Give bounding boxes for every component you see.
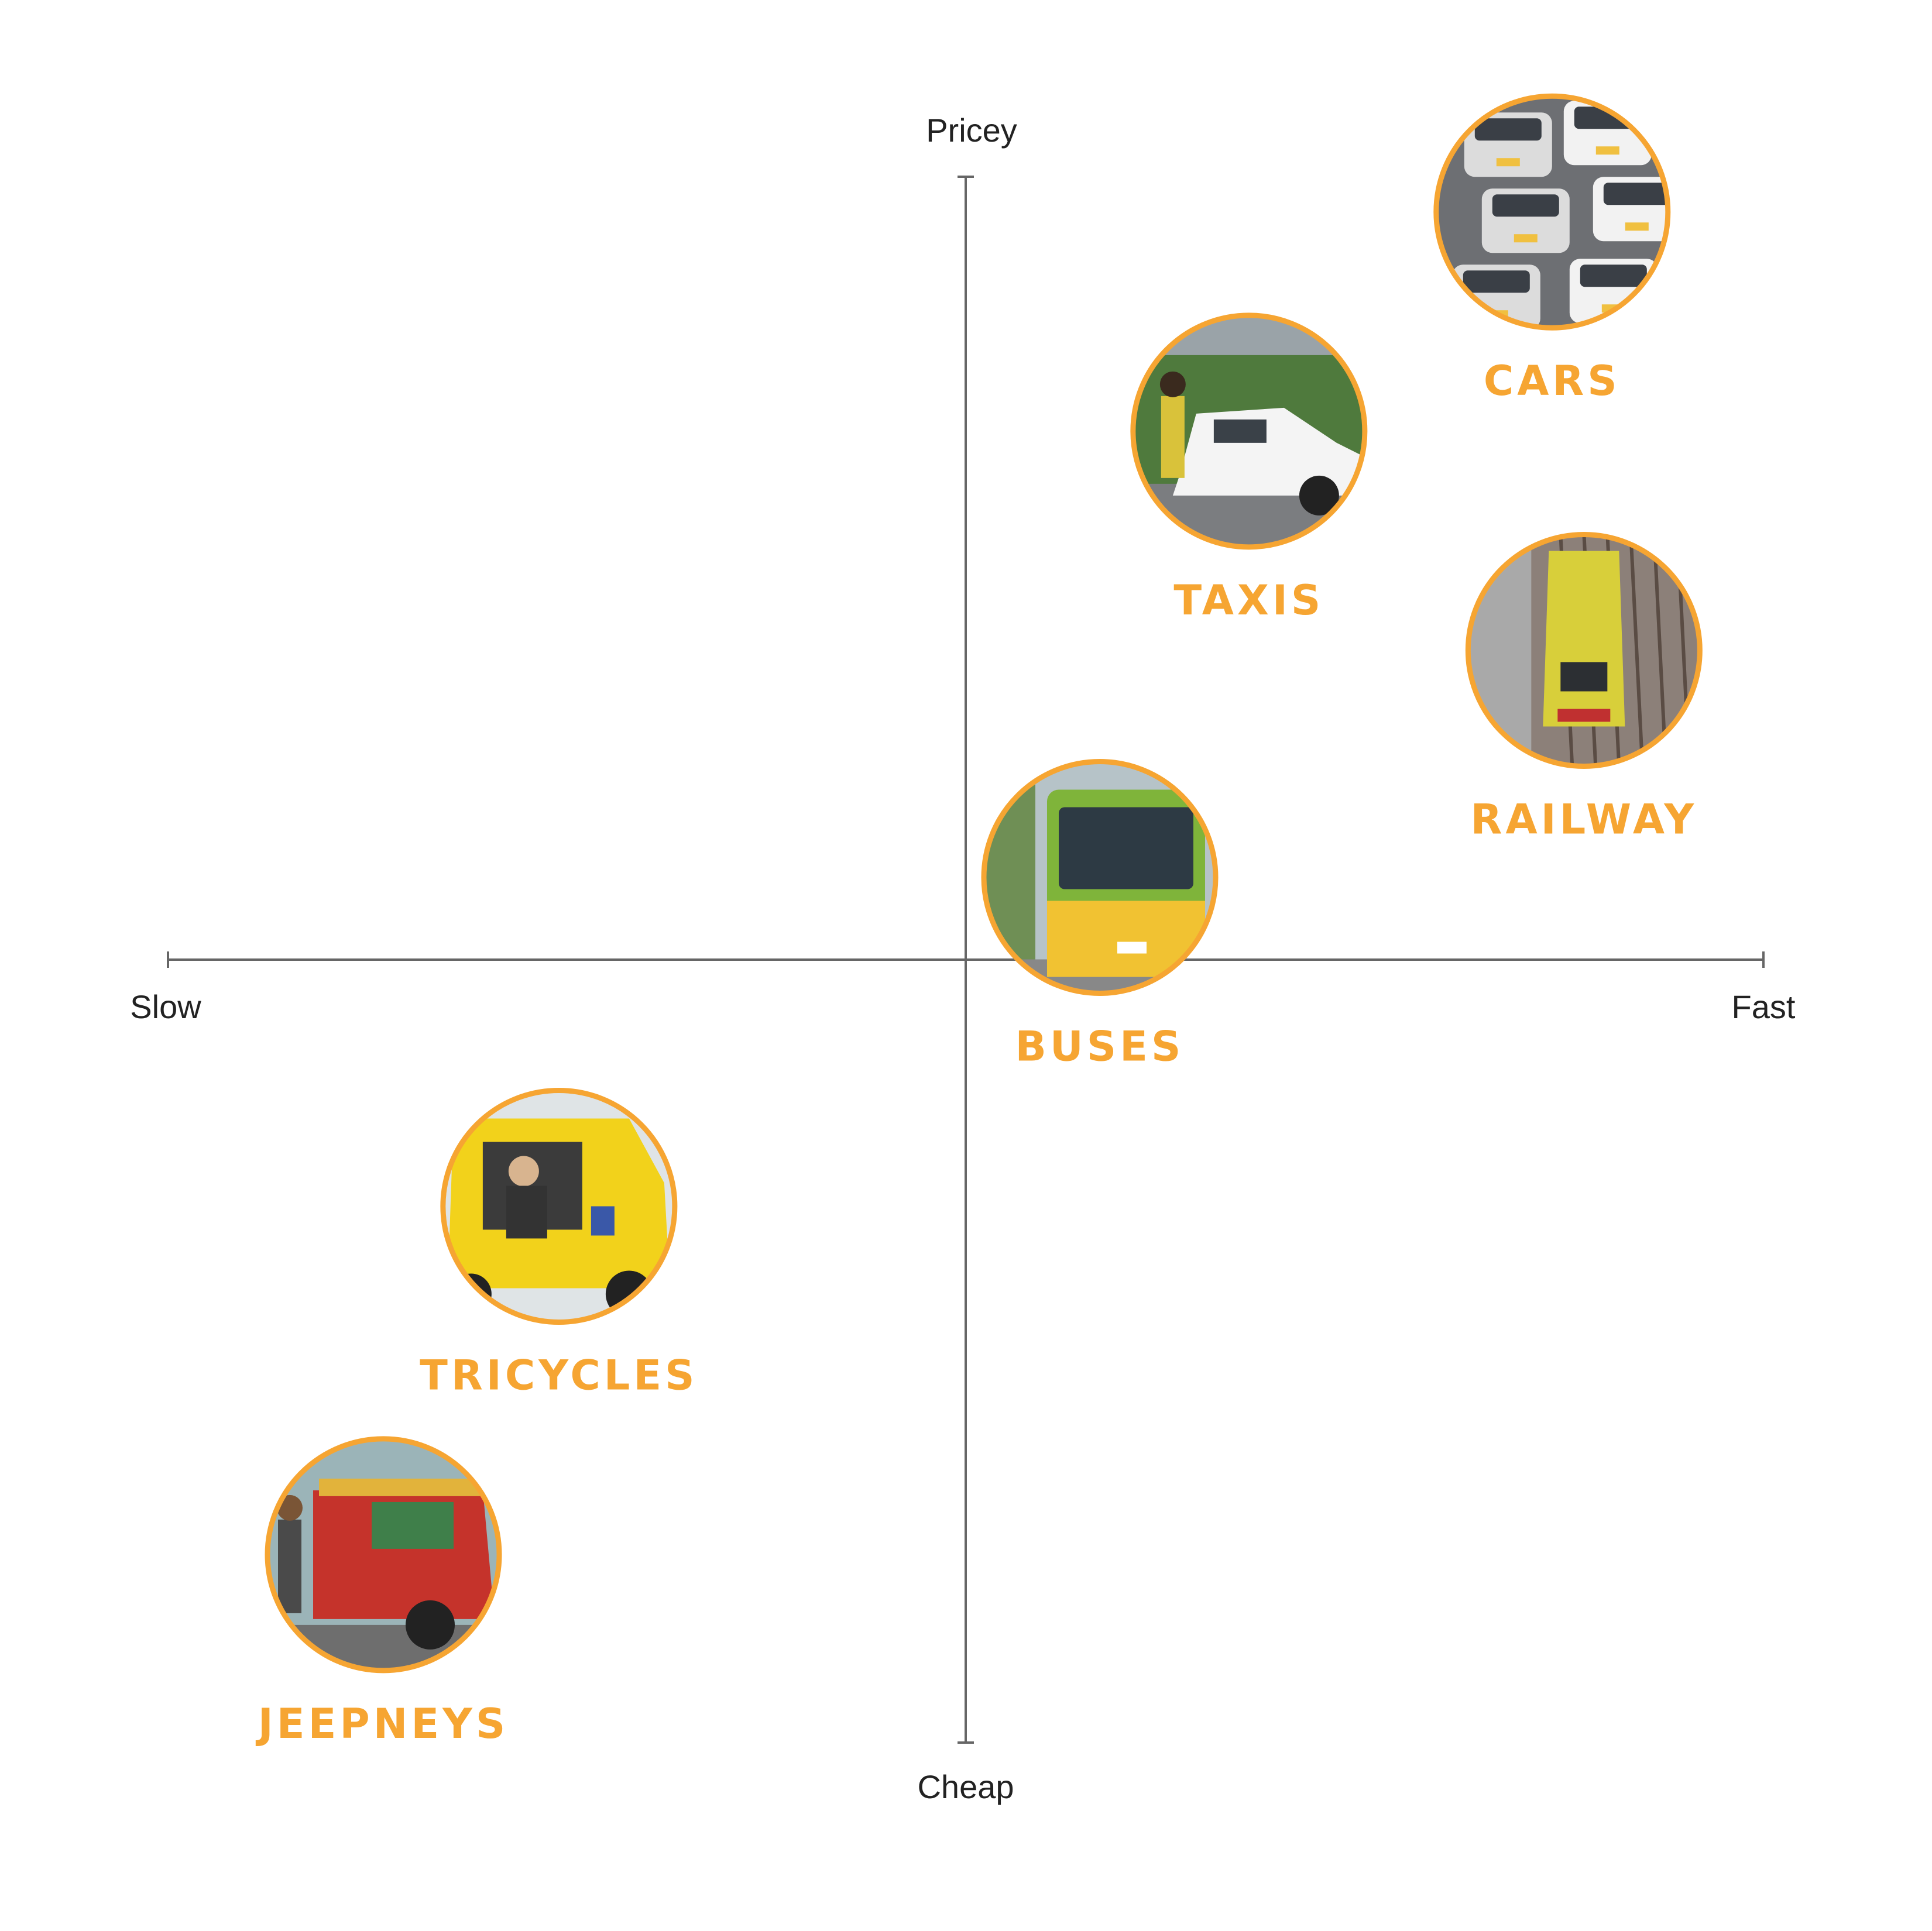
cars-photo-icon: [1433, 93, 1671, 331]
train-photo-icon: [1465, 531, 1703, 769]
point-label: BUSES: [1015, 1023, 1185, 1071]
point-railway: RAILWAY: [1465, 531, 1703, 843]
point-cars: CARS: [1433, 93, 1671, 405]
point-jeepneys: JEEPNEYS: [256, 1436, 509, 1748]
axis-label-pricey: Pricey: [926, 112, 1017, 149]
tricycle-photo-icon: [440, 1087, 678, 1325]
axis-label-cheap: Cheap: [917, 1768, 1014, 1805]
point-buses: BUSES: [981, 759, 1219, 1071]
axis-label-fast: Fast: [1732, 988, 1796, 1025]
point-label: RAILWAY: [1471, 795, 1698, 843]
point-taxis: TAXIS: [1130, 312, 1368, 624]
points-layer: CARS TAXIS RAILWAY BUSES TRICYCLES JEEPNEYS: [256, 93, 1703, 1748]
axis-label-slow: Slow: [130, 988, 201, 1025]
taxi-photo-icon: [1130, 312, 1368, 550]
axes: Pricey Cheap Slow Fast: [130, 112, 1796, 1805]
point-label: JEEPNEYS: [256, 1700, 509, 1748]
bus-photo-icon: [981, 759, 1219, 997]
jeepney-photo-icon: [265, 1436, 502, 1674]
point-label: CARS: [1484, 357, 1621, 405]
point-label: TRICYCLES: [420, 1351, 698, 1399]
point-label: TAXIS: [1173, 576, 1324, 624]
point-tricycles: TRICYCLES: [420, 1087, 698, 1399]
